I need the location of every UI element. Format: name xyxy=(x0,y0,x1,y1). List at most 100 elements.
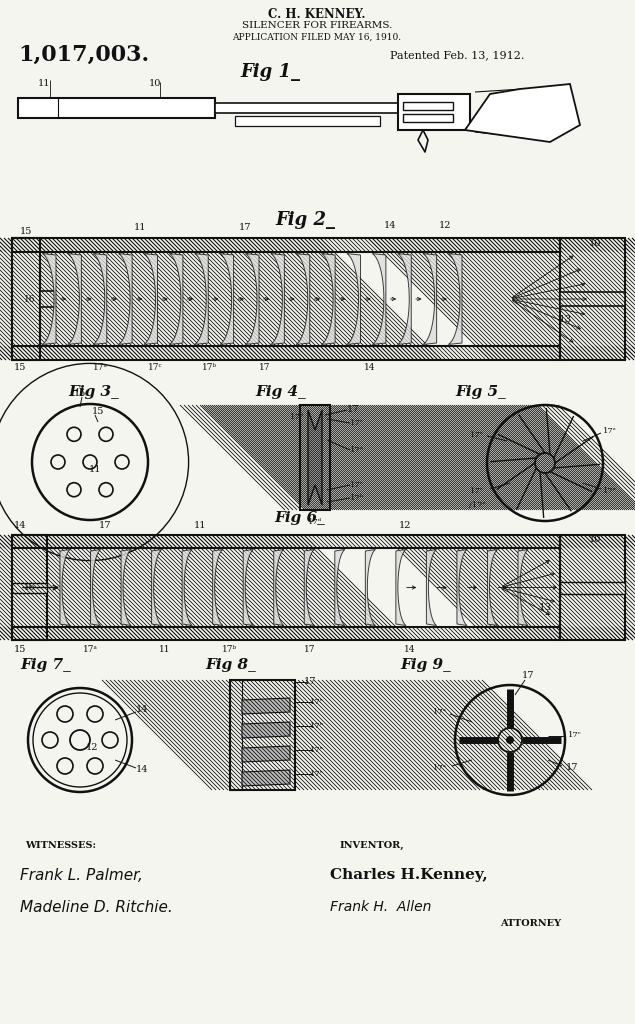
Bar xyxy=(12,583,47,593)
Circle shape xyxy=(99,427,113,441)
Polygon shape xyxy=(365,550,375,626)
Polygon shape xyxy=(245,254,259,344)
Text: 12: 12 xyxy=(86,743,98,753)
Polygon shape xyxy=(335,550,345,626)
Ellipse shape xyxy=(28,688,132,792)
Polygon shape xyxy=(396,550,406,626)
Text: 17ᶻ: 17ᶻ xyxy=(603,487,617,495)
Text: 17ᵃ: 17ᵃ xyxy=(433,764,447,772)
Text: 15: 15 xyxy=(92,408,104,417)
Bar xyxy=(403,114,453,122)
Text: 17ᵃ: 17ᵃ xyxy=(93,364,107,373)
Text: Fig 5_: Fig 5_ xyxy=(455,385,505,399)
Text: 17ᵃ: 17ᵃ xyxy=(433,708,447,716)
Text: Frank L. Palmer,: Frank L. Palmer, xyxy=(20,867,143,883)
Text: ATTORNEY: ATTORNEY xyxy=(500,919,561,928)
Text: 17ᵇ: 17ᵇ xyxy=(310,722,324,730)
Text: 17: 17 xyxy=(304,678,316,686)
Text: 17ᵃ: 17ᵃ xyxy=(470,431,484,439)
Bar xyxy=(235,116,380,126)
Bar xyxy=(300,406,330,510)
Text: WITNESSES:: WITNESSES: xyxy=(25,841,96,850)
Polygon shape xyxy=(304,550,314,626)
Text: 14: 14 xyxy=(136,766,148,774)
Text: 17ᶜ: 17ᶜ xyxy=(568,731,582,739)
Text: 17ᶜ: 17ᶜ xyxy=(350,481,364,489)
Polygon shape xyxy=(194,254,208,344)
Circle shape xyxy=(67,427,81,441)
Text: 17ᶜ: 17ᶜ xyxy=(470,487,484,495)
Ellipse shape xyxy=(455,685,565,795)
Circle shape xyxy=(87,758,103,774)
Polygon shape xyxy=(308,410,322,505)
Circle shape xyxy=(498,728,522,752)
Circle shape xyxy=(506,736,514,744)
Polygon shape xyxy=(296,254,310,344)
Text: 14: 14 xyxy=(14,520,26,529)
Circle shape xyxy=(51,455,65,469)
Bar xyxy=(560,535,625,640)
Text: 10: 10 xyxy=(589,239,601,248)
Bar xyxy=(398,94,470,130)
Text: Fig 2_: Fig 2_ xyxy=(275,211,335,229)
Polygon shape xyxy=(243,550,253,626)
Polygon shape xyxy=(170,254,183,344)
Polygon shape xyxy=(488,550,498,626)
Text: APPLICATION FILED MAY 16, 1910.: APPLICATION FILED MAY 16, 1910. xyxy=(232,33,401,42)
Circle shape xyxy=(102,732,118,748)
Text: 17ᶜ: 17ᶜ xyxy=(148,364,163,373)
Text: 17: 17 xyxy=(239,223,251,232)
Text: 17ᵃ: 17ᵃ xyxy=(83,645,98,654)
Text: /17ᶻ: /17ᶻ xyxy=(469,501,485,509)
Polygon shape xyxy=(242,698,290,714)
Bar xyxy=(560,582,625,594)
Text: 14: 14 xyxy=(404,645,416,654)
Bar xyxy=(230,680,242,790)
Text: 14: 14 xyxy=(136,706,148,715)
Circle shape xyxy=(535,453,555,473)
Polygon shape xyxy=(68,254,81,344)
Bar xyxy=(12,535,47,640)
Text: 17ᶻ: 17ᶻ xyxy=(603,427,617,435)
Circle shape xyxy=(67,482,81,497)
Polygon shape xyxy=(91,550,101,626)
Polygon shape xyxy=(398,254,411,344)
Text: 17: 17 xyxy=(304,645,316,654)
Polygon shape xyxy=(60,550,70,626)
Polygon shape xyxy=(321,254,335,344)
Text: 11: 11 xyxy=(134,223,146,232)
Polygon shape xyxy=(220,254,234,344)
Text: Fig 7_: Fig 7_ xyxy=(20,658,70,672)
Circle shape xyxy=(57,758,73,774)
Text: Madeline D. Ritchie.: Madeline D. Ritchie. xyxy=(20,899,173,914)
Text: 17ᶜ: 17ᶜ xyxy=(310,770,324,778)
Text: C. H. KENNEY.: C. H. KENNEY. xyxy=(268,8,366,22)
Text: 15: 15 xyxy=(14,364,26,373)
Polygon shape xyxy=(457,550,467,626)
Polygon shape xyxy=(423,254,437,344)
Text: 16: 16 xyxy=(24,295,36,303)
Ellipse shape xyxy=(487,406,603,521)
Text: 17ᵇ: 17ᵇ xyxy=(350,494,364,502)
Text: 13: 13 xyxy=(538,603,552,612)
Text: 15: 15 xyxy=(20,227,32,237)
Bar xyxy=(215,103,400,113)
Text: 17ᵈ: 17ᵈ xyxy=(290,413,304,421)
Text: 11: 11 xyxy=(159,645,171,654)
Text: INVENTOR,: INVENTOR, xyxy=(340,841,404,850)
Circle shape xyxy=(70,730,90,750)
Bar xyxy=(12,535,560,548)
Text: 11: 11 xyxy=(89,466,101,474)
Text: 13: 13 xyxy=(558,314,572,324)
Polygon shape xyxy=(121,550,131,626)
Text: 17: 17 xyxy=(566,764,578,772)
Text: Fig 9_: Fig 9_ xyxy=(400,658,451,672)
Text: 17ᶜ: 17ᶜ xyxy=(350,419,364,427)
Polygon shape xyxy=(242,746,290,762)
Text: Frank H.  Allen: Frank H. Allen xyxy=(330,900,431,914)
Text: Fig 4_: Fig 4_ xyxy=(255,385,305,399)
Polygon shape xyxy=(426,550,436,626)
Text: 17: 17 xyxy=(347,406,359,415)
Text: 14: 14 xyxy=(364,364,376,373)
Polygon shape xyxy=(119,254,132,344)
